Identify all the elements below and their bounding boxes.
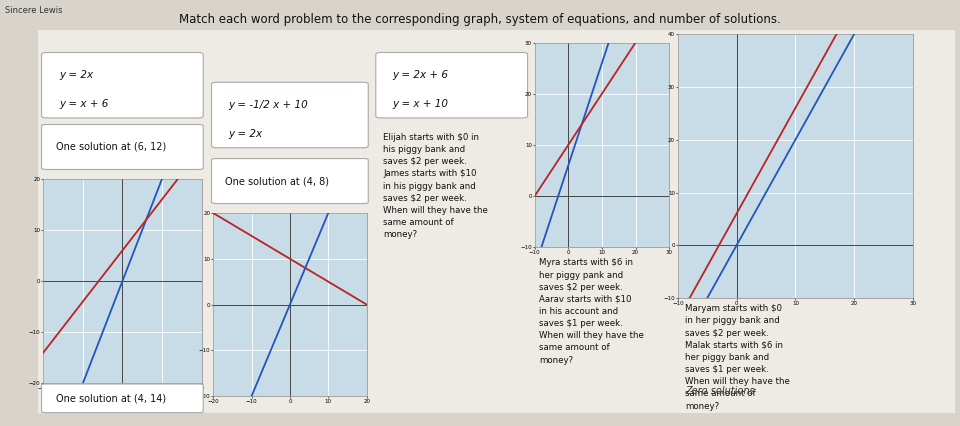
Text: Myra starts with $6 in
her piggy pank and
saves $2 per week.
Aarav starts with $: Myra starts with $6 in her piggy pank an… [539,259,643,365]
Text: y = 2x: y = 2x [228,129,263,138]
Text: y = 2x + 6: y = 2x + 6 [393,70,448,80]
Text: One solution at (4, 14): One solution at (4, 14) [56,393,166,403]
Text: y = x + 6: y = x + 6 [60,99,108,109]
FancyBboxPatch shape [375,52,528,118]
Text: Match each word problem to the corresponding graph, system of equations, and num: Match each word problem to the correspon… [180,13,780,26]
Text: y = -1/2 x + 10: y = -1/2 x + 10 [228,100,308,110]
Text: One solution at (4, 8): One solution at (4, 8) [226,176,329,186]
Text: Elijah starts with $0 in
his piggy bank and
saves $2 per week.
James starts with: Elijah starts with $0 in his piggy bank … [383,133,488,239]
Text: Maryam starts with $0
in her piggy bank and
saves $2 per week.
Malak starts with: Maryam starts with $0 in her piggy bank … [684,304,790,411]
FancyBboxPatch shape [41,52,204,118]
FancyBboxPatch shape [211,158,369,204]
FancyBboxPatch shape [211,82,369,148]
Text: y = x + 10: y = x + 10 [393,99,448,109]
Text: Sincere Lewis: Sincere Lewis [5,6,62,15]
Text: One solution at (6, 12): One solution at (6, 12) [56,142,166,152]
Text: Zero solutions: Zero solutions [685,386,756,395]
FancyBboxPatch shape [41,384,204,413]
Text: y = 2x: y = 2x [60,70,93,80]
FancyBboxPatch shape [41,124,204,170]
